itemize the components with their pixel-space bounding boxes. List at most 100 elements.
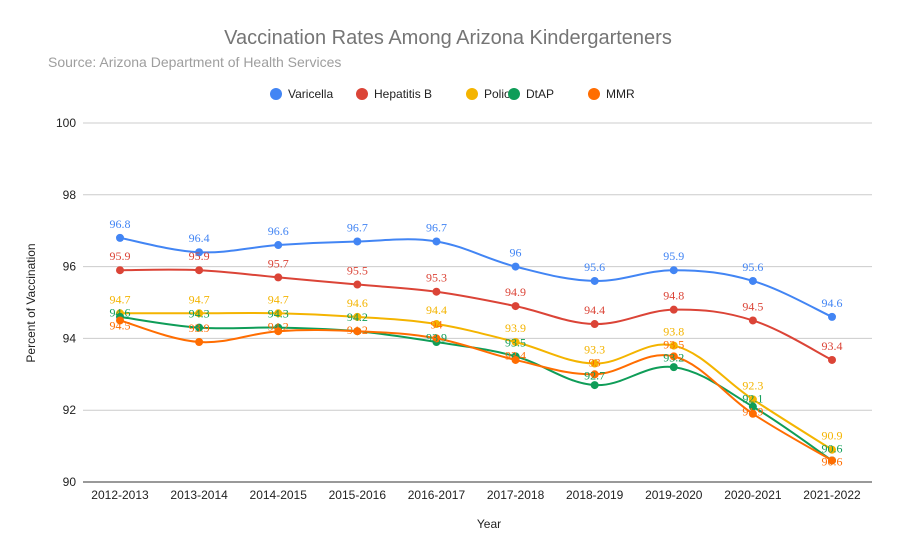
data-label: 94.6 [110,305,131,319]
data-label: 93.4 [822,339,843,353]
data-point [828,456,836,465]
x-tick-label: 2019-2020 [645,488,703,502]
y-tick-label: 98 [63,188,77,202]
data-label: 95.9 [110,249,131,263]
y-tick-label: 94 [63,331,77,345]
data-label: 93.2 [663,351,684,365]
data-point [116,316,124,325]
legend-label: MMR [606,87,635,101]
data-point [511,355,520,364]
data-point [590,381,599,390]
data-label: 91.9 [742,404,763,418]
data-label: 94.9 [505,285,526,299]
data-point [828,355,836,364]
data-label: 93.9 [426,330,447,344]
data-label: 94.2 [347,310,368,324]
data-label: 95.5 [347,264,368,278]
data-point [669,363,678,372]
data-point [195,248,204,257]
data-point [590,359,599,368]
data-point [590,320,599,329]
data-label: 93.9 [505,321,526,335]
data-label: 92.7 [584,369,605,383]
x-tick-label: 2012-2013 [91,488,149,502]
data-point [116,266,124,275]
data-point [195,266,204,275]
legend-marker [356,88,368,100]
y-axis-label: Percent of Vaccination [24,243,38,362]
data-label: 94.6 [347,296,368,310]
data-point [353,312,362,321]
data-point [432,287,441,296]
x-tick-label: 2018-2019 [566,488,624,502]
data-label: 94.2 [268,320,289,334]
data-label: 90.9 [822,429,843,443]
legend-marker [588,88,600,100]
data-label: 93 [589,356,601,370]
data-label: 94.4 [584,303,605,317]
data-label: 96.4 [189,231,210,245]
data-label: 93.5 [663,338,684,352]
data-label: 94.2 [347,323,368,337]
chart-title: Vaccination Rates Among Arizona Kinderga… [224,27,672,49]
data-label: 92.3 [742,378,763,392]
data-point [511,262,520,271]
chart-subtitle: Source: Arizona Department of Health Ser… [48,54,341,70]
data-point [116,233,124,242]
data-point [669,305,678,314]
data-label: 95.6 [584,260,605,274]
data-point [748,316,757,325]
data-label: 94.6 [822,296,843,310]
data-point [195,309,204,318]
data-point [748,409,757,418]
data-point [432,237,441,246]
data-label: 95.3 [426,271,447,285]
y-tick-label: 100 [56,116,76,130]
data-point [748,402,757,411]
legend-label: Varicella [288,87,333,101]
data-label: 96.7 [347,220,368,234]
legend-label: DtAP [526,87,554,101]
data-label: 94.4 [426,303,447,317]
legend-label: Polio [484,87,511,101]
data-label: 95.9 [189,249,210,263]
legend-marker [508,88,520,100]
data-point [195,337,204,346]
data-label: 95.7 [268,256,289,270]
data-point [590,370,599,379]
data-point [432,320,441,329]
series-line-hepatitis-b [119,268,833,361]
data-label: 93.5 [505,335,526,349]
data-label: 96 [510,246,522,260]
data-label: 96.7 [426,220,447,234]
x-tick-label: 2016-2017 [408,488,466,502]
data-label: 93.9 [189,321,210,335]
series-line-varicella [119,236,833,318]
data-point [669,266,678,275]
x-tick-label: 2013-2014 [170,488,228,502]
legend-marker [270,88,282,100]
data-label: 93.4 [505,348,526,362]
x-tick-label: 2021-2022 [803,488,861,502]
data-label: 94.3 [189,307,210,321]
data-point [748,276,757,285]
data-label: 90.6 [822,455,843,469]
data-label: 94.3 [268,307,289,321]
data-point [274,241,283,250]
data-label: 94.7 [189,292,210,306]
data-point [432,334,441,343]
data-label: 93.8 [663,325,684,339]
x-tick-label: 2020-2021 [724,488,782,502]
y-tick-label: 96 [63,260,77,274]
data-point [511,337,520,346]
series-line-polio [120,311,833,451]
data-point [274,309,283,318]
data-label: 96.6 [268,224,289,238]
legend-marker [466,88,478,100]
x-axis-label: Year [477,517,501,531]
x-tick-label: 2017-2018 [487,488,545,502]
data-point [274,327,283,336]
legend-label: Hepatitis B [374,87,432,101]
data-label: 93.3 [584,343,605,357]
